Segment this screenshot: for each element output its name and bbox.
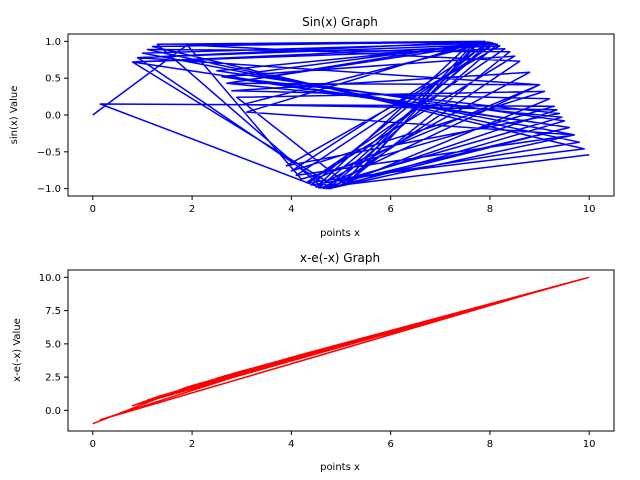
xex-chart-x-tick-label: 4 xyxy=(288,439,294,450)
sin-chart-y-tick-label: 1.0 xyxy=(45,37,61,48)
sin-chart: Sin(x) Graph 0 2 4 6 8 10 1.0 0.5 0.0 −0.5 −1.0 po… xyxy=(9,15,615,239)
xex-chart-x-tick-label: 6 xyxy=(387,439,393,450)
sin-chart-x-tick-label: 4 xyxy=(288,204,294,215)
xex-chart-frame xyxy=(67,269,615,432)
sin-chart-x-tick-label: 0 xyxy=(90,204,96,215)
sin-chart-series-line xyxy=(92,40,590,190)
sin-chart-axes: 0 2 4 6 8 10 1.0 0.5 0.0 −0.5 −1.0 xyxy=(37,37,596,215)
xex-chart-x-axis-label: points x xyxy=(320,462,360,473)
xex-chart-series-line xyxy=(92,276,590,425)
sin-chart-y-axis-label: sin(x) Value xyxy=(9,86,20,145)
xex-chart-plot-area xyxy=(92,276,590,425)
sin-chart-y-tick-label: 0.5 xyxy=(45,74,61,85)
xex-chart-x-tick-label: 0 xyxy=(90,439,96,450)
sin-chart-x-tick-label: 10 xyxy=(583,204,596,215)
xex-chart-x-tick-label: 2 xyxy=(189,439,195,450)
xex-chart-axes: 0 2 4 6 8 10 10.0 7.5 5.0 2.5 0.0 xyxy=(39,273,596,450)
xex-chart: x-e(-x) Graph 0 2 4 6 8 10 10.0 7.5 5.0 2.5 0.0 po… xyxy=(12,251,615,473)
xex-chart-y-axis-label: x-e(-x) Value xyxy=(12,318,23,382)
sin-chart-y-tick-label: 0.0 xyxy=(45,111,61,122)
xex-chart-y-tick-label: 10.0 xyxy=(39,273,61,284)
sin-chart-y-tick-label: −0.5 xyxy=(37,147,61,158)
xex-chart-y-tick-label: 5.0 xyxy=(45,339,61,350)
sin-chart-x-tick-label: 6 xyxy=(387,204,393,215)
sin-chart-x-tick-label: 8 xyxy=(487,204,493,215)
xex-chart-y-tick-label: 7.5 xyxy=(45,306,61,317)
sin-chart-title: Sin(x) Graph xyxy=(302,15,378,29)
xex-chart-title: x-e(-x) Graph xyxy=(300,251,380,265)
xex-chart-x-tick-label: 8 xyxy=(487,439,493,450)
xex-chart-y-tick-label: 0.0 xyxy=(45,406,61,417)
xex-chart-x-tick-label: 10 xyxy=(583,439,596,450)
sin-chart-plot-area xyxy=(92,40,590,190)
sin-chart-x-tick-label: 2 xyxy=(189,204,195,215)
xex-chart-y-tick-label: 2.5 xyxy=(45,373,61,384)
sin-chart-x-axis-label: points x xyxy=(320,228,360,239)
sin-chart-y-tick-label: −1.0 xyxy=(37,184,61,195)
